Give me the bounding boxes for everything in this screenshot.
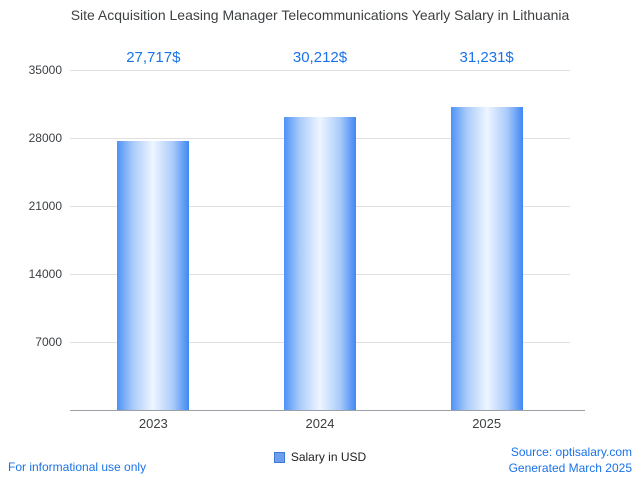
legend-label: Salary in USD	[290, 450, 367, 464]
source-line: Source: optisalary.com	[510, 445, 632, 459]
bar-value-label: 27,717$	[126, 49, 181, 66]
bar-value-label: 31,231$	[459, 49, 514, 66]
legend-swatch-icon	[273, 451, 285, 463]
x-axis-tick-label: 2023	[138, 416, 168, 431]
y-axis-tick-label: 14000	[28, 267, 62, 281]
x-axis-tick-label: 2025	[472, 416, 502, 431]
bar-2024	[284, 116, 356, 410]
plot-area: 7000 14000 21000 28000 35000 27,717$ 2023 30,21…	[29, 49, 585, 431]
source-info: Source: optisalary.com Generated March 2…	[509, 444, 632, 476]
disclaimer-text: For informational use only	[8, 460, 147, 474]
x-axis-tick-label: 2024	[305, 416, 335, 431]
y-axis-tick-label: 35000	[28, 63, 62, 77]
chart-title: Site Acquisition Leasing Manager Telecom…	[70, 7, 570, 23]
legend: Salary in USD	[0, 450, 640, 464]
bar-2025	[450, 106, 523, 410]
y-axis-tick-label: 7000	[35, 335, 62, 349]
bar-value-label: 30,212$	[292, 49, 348, 66]
y-axis-tick-label: 21000	[28, 199, 62, 213]
y-axis-tick-label: 28000	[28, 131, 62, 145]
generated-line: Generated March 2025	[508, 461, 632, 475]
bar-2023	[117, 140, 190, 410]
gridline	[70, 70, 570, 71]
x-axis-line	[70, 410, 585, 411]
